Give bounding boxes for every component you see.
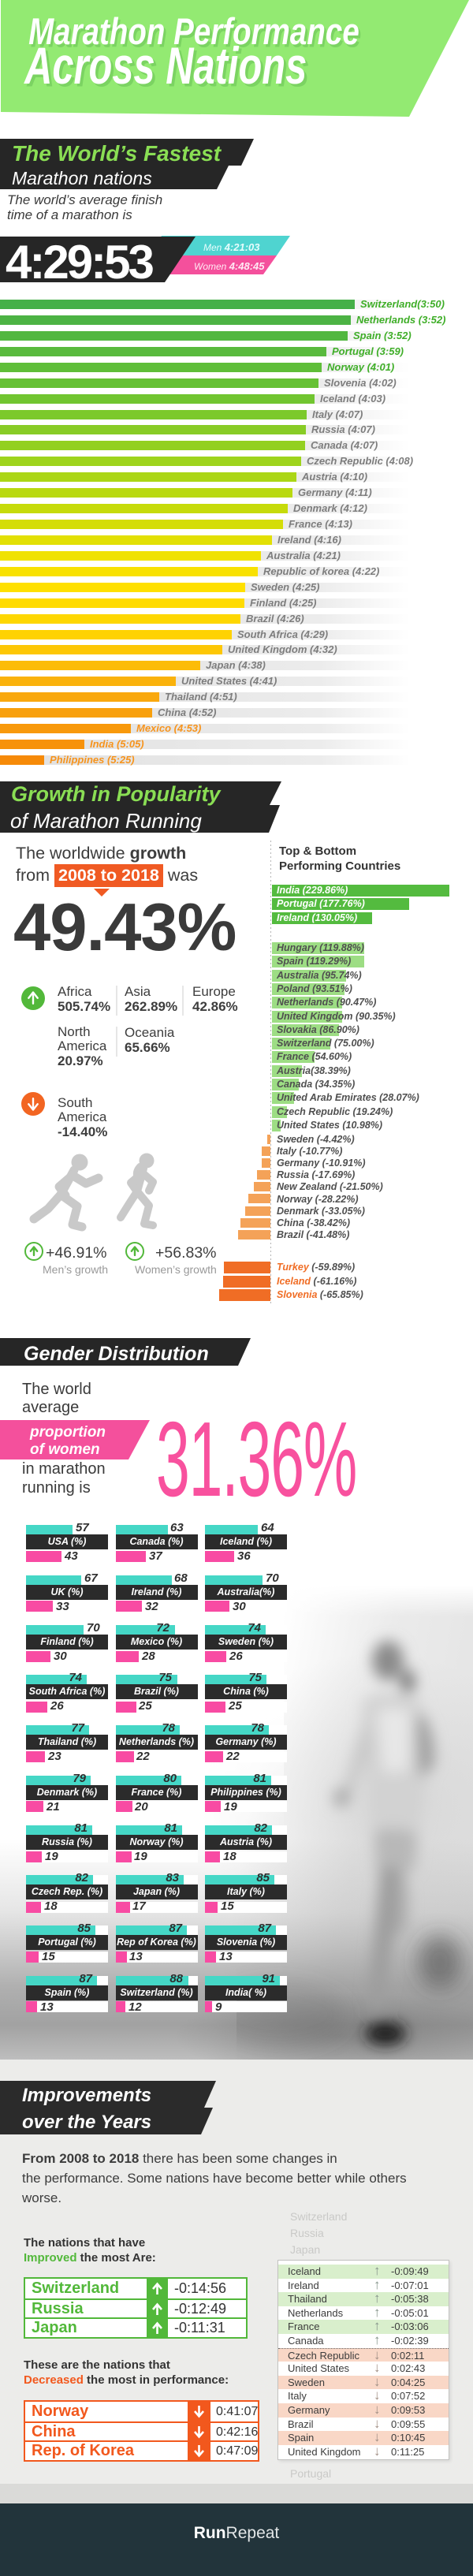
svg-text:Improvements: Improvements	[22, 2085, 151, 2106]
svg-text:Men 4:21:03: Men 4:21:03	[203, 241, 260, 253]
svg-text:Marathon Performance: Marathon Performance	[28, 11, 359, 52]
svg-text:The World’s Fastest: The World’s Fastest	[12, 141, 222, 166]
svg-text:over the Years: over the Years	[22, 2112, 151, 2133]
svg-text:Gender Distribution: Gender Distribution	[24, 1343, 209, 1365]
svg-text:Women 4:48:45: Women 4:48:45	[194, 260, 265, 272]
svg-text:Marathon nations: Marathon nations	[12, 168, 152, 188]
svg-text:4:29:53: 4:29:53	[6, 236, 153, 285]
svg-text:of Marathon Running: of Marathon Running	[10, 809, 202, 833]
svg-text:Across Nations: Across Nations	[23, 37, 307, 95]
svg-text:Growth in Popularity: Growth in Popularity	[11, 782, 222, 806]
svg-text:proportion: proportion	[29, 1424, 106, 1441]
svg-text:of women: of women	[30, 1441, 100, 1458]
